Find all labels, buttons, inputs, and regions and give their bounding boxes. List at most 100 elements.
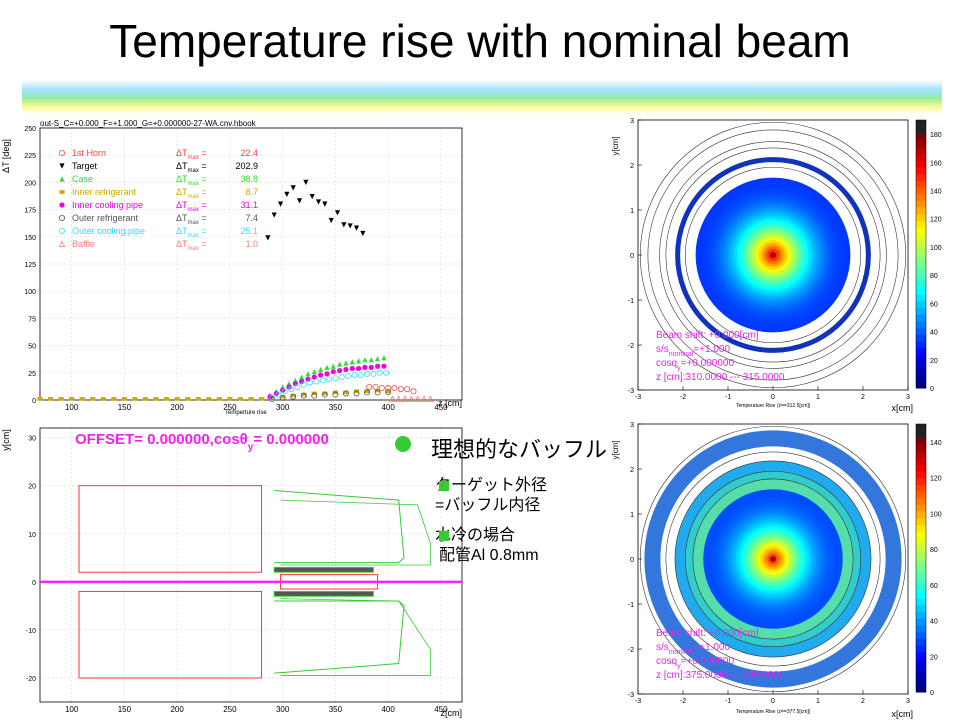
colorbar-segment	[916, 146, 926, 154]
chart1-data-point	[364, 370, 371, 377]
chart1-data-point	[311, 391, 317, 396]
chart1-legend-dt-sub: max	[188, 181, 199, 187]
chart1-data-point	[338, 374, 345, 381]
colorbar-segment	[916, 450, 926, 458]
chart1-legend-dt: ΔT	[176, 161, 188, 171]
heatmap-y-tick-label: -2	[628, 343, 634, 350]
chart1-y-tick-label: 200	[24, 180, 36, 187]
chart1-data-point	[343, 366, 349, 373]
chart1-legend-dt: ΔT	[176, 187, 188, 197]
chart1-x-tick-label: 100	[65, 403, 79, 412]
chart1-data-point	[351, 371, 358, 378]
outer-ring-4	[665, 147, 881, 363]
chart1-data-point	[397, 386, 404, 393]
colorbar-segment	[916, 591, 926, 599]
chart1-legend-label: Outer cooling pipe	[72, 226, 145, 236]
chart1-data-point	[381, 355, 387, 361]
chart1-data-point	[294, 383, 301, 390]
heatmap-y-tick-label: -2	[628, 647, 634, 654]
chart4-y-axis-label: y[cm]	[611, 440, 620, 459]
chart1-legend-value: 1.0	[245, 239, 258, 249]
colorbar-segment	[916, 374, 926, 382]
chart1-data-point	[414, 395, 421, 402]
colorbar-segment	[916, 517, 926, 525]
chart1-data-point	[292, 381, 298, 387]
chart1-data-point	[174, 397, 180, 401]
chart1-data-point	[164, 397, 170, 401]
chart1-data-point	[299, 374, 305, 380]
chart1-legend-dtmax-label: ΔTmax =	[176, 213, 207, 226]
chart1-series	[265, 179, 366, 241]
colorbar-segment	[916, 678, 926, 686]
chart3-z-range: z [cm]:310.0000 --- 315.0000	[656, 372, 785, 383]
heatmap-x-tick-label: -1	[725, 394, 731, 401]
chart1-legend-value: 38.8	[240, 174, 258, 184]
chart1-data-point	[248, 397, 254, 401]
chart1-y-tick-label: 225	[24, 153, 36, 160]
colorbar-segment	[916, 207, 926, 215]
bullet-square-icon	[439, 531, 449, 541]
pipe-upper-band	[273, 566, 374, 573]
chart1-data-point	[410, 388, 417, 395]
chart3-bottom-caption: Temperature Rise (z==312.5[cm])	[736, 403, 811, 409]
bullet-main-text: 理想的なバッフル	[431, 437, 608, 462]
chart1-legend-marker	[59, 163, 65, 169]
chart4-s-ratio: s/snominal=+1.000	[656, 642, 730, 656]
heatmap-x-tick-label: 1	[816, 698, 820, 705]
colorbar-tick-label: 100	[930, 245, 942, 252]
chart1-x-tick-label: 350	[329, 403, 343, 412]
heatmap-z312-chart: -3 -2 -1 0 1 2 3 -3 -2 -1 0 1 2 3 y[cm] x[cm] Tempera…	[608, 114, 960, 414]
chart1-legend-marker	[59, 176, 65, 182]
colorbar-tick-label: 40	[930, 619, 938, 626]
colorbar-segment	[916, 233, 926, 242]
colorbar-segment	[916, 327, 926, 335]
heatmap-y-tick-label: 0	[630, 557, 634, 564]
chart1-legend-marker	[59, 190, 65, 194]
heatmap-hotspot	[770, 556, 776, 562]
chart1-data-point	[362, 364, 368, 370]
chart2-plot-frame	[39, 427, 463, 703]
chart1-legend-value: 7.4	[245, 213, 258, 223]
chart1-series	[37, 388, 391, 401]
chart1-legend-label: Inner refrigerant	[72, 187, 137, 197]
chart1-legend-dtmax-label: ΔTmax =	[176, 239, 207, 252]
heatmap-y-tick-label: 0	[630, 253, 634, 260]
chart1-legend-dt: ΔT	[176, 226, 188, 236]
heatmap-x-tick-label: 2	[861, 698, 865, 705]
chart1-data-point	[300, 392, 307, 399]
chart1-legend-eq: =	[199, 213, 207, 223]
chart1-data-point	[389, 395, 396, 402]
colorbar-tick-label: 80	[930, 547, 938, 554]
colorbar-tick-label: 60	[930, 301, 938, 308]
chart1-data-point	[391, 385, 398, 392]
chart1-data-point	[375, 388, 381, 393]
colorbar-segment	[916, 213, 926, 221]
chart1-legend-eq: =	[199, 200, 207, 210]
chart1-data-point	[334, 210, 341, 216]
chart1-legend-dtmax-label: ΔTmax =	[176, 161, 207, 174]
chart1-legend-dt: ΔT	[176, 239, 188, 249]
heatmap-y-tick-label: -1	[628, 298, 634, 305]
chart1-legend-value: 202.9	[235, 161, 258, 171]
colorbar-segment	[916, 537, 926, 546]
chart1-data-point	[378, 385, 385, 392]
colorbar-segment	[916, 544, 926, 552]
colorbar-segment	[916, 464, 926, 472]
chart1-y-tick-label: 50	[28, 344, 36, 351]
chart1-legend-eq: =	[199, 148, 207, 158]
colorbar-segment	[916, 361, 926, 369]
chart1-data-point	[132, 397, 138, 401]
chart1-data-point	[284, 191, 290, 197]
colorbar-segment	[916, 578, 926, 586]
chart1-data-point	[69, 397, 75, 401]
chart1-data-point	[311, 374, 317, 380]
chart1-data-point	[381, 363, 387, 369]
chart1-data-point	[357, 371, 364, 378]
colorbar-segment	[916, 584, 926, 592]
chart1-data-point	[79, 397, 85, 401]
chart1-data-point	[420, 395, 428, 402]
chart1-data-point	[360, 230, 366, 237]
chart1-data-point	[322, 391, 328, 396]
chart1-legend-eq: =	[199, 226, 207, 236]
colorbar-tick-label: 20	[930, 654, 938, 661]
